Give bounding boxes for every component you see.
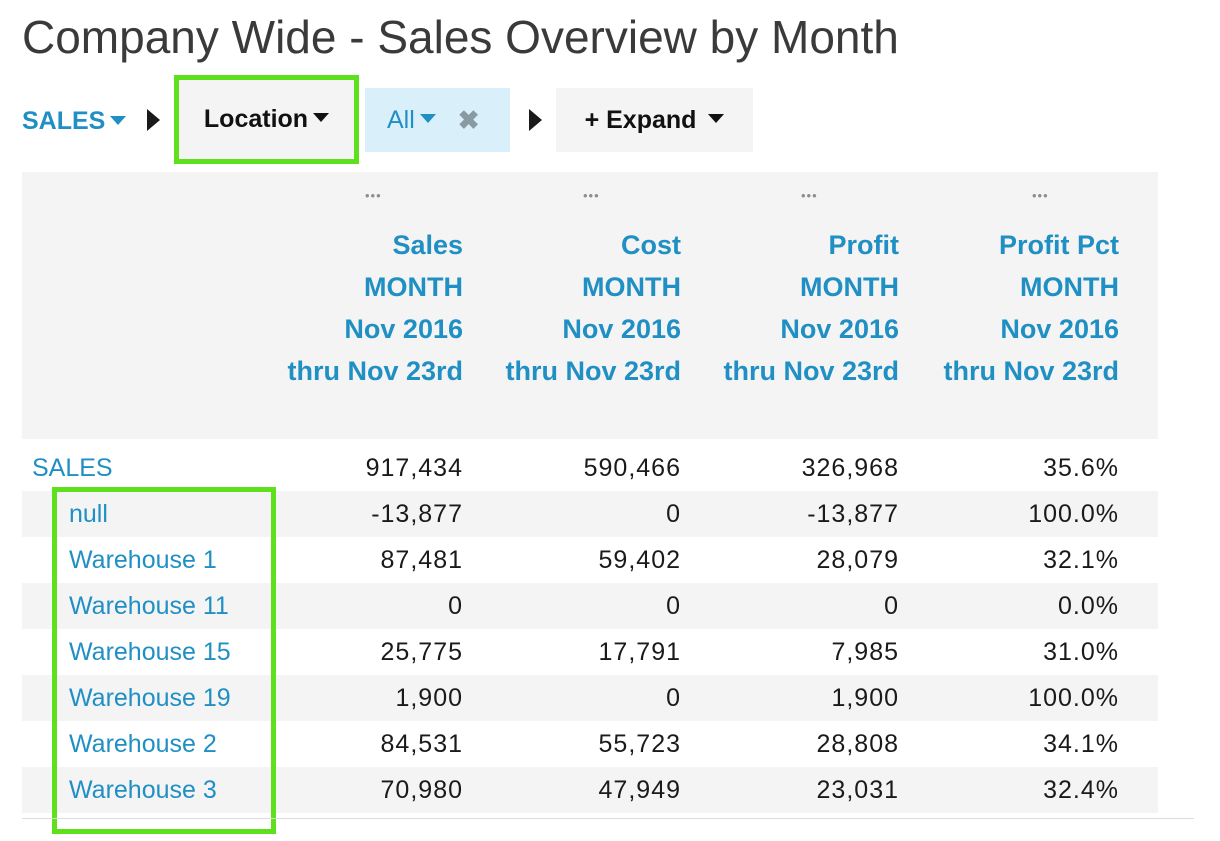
column-header-sales: ••• Sales MONTH Nov 2016 thru Nov 23rd — [272, 172, 463, 439]
column-period[interactable]: MONTH — [800, 272, 899, 302]
column-header-profit-pct: ••• Profit Pct MONTH Nov 2016 thru Nov 2… — [926, 172, 1119, 439]
expand-label: + Expand — [584, 105, 697, 134]
sales-value: 87,481 — [380, 546, 463, 574]
profit-value: 0 — [884, 592, 899, 620]
arrow-right-icon — [529, 109, 542, 131]
location-filter-chip[interactable]: All ✖ — [365, 88, 510, 152]
column-title[interactable]: Cost — [621, 230, 681, 260]
profit-pct-value: 100.0% — [1028, 684, 1119, 712]
row-label[interactable]: SALES — [32, 454, 113, 482]
table-row-total: SALES 917,434 590,466 326,968 35.6% — [22, 445, 1158, 491]
table-row: Warehouse 15 25,775 17,791 7,985 31.0% — [22, 629, 1158, 675]
sales-value: 70,980 — [380, 776, 463, 804]
chevron-down-icon — [708, 113, 725, 123]
column-header-profit: ••• Profit MONTH Nov 2016 thru Nov 23rd — [708, 172, 899, 439]
cost-value: 47,949 — [598, 776, 681, 804]
profit-pct-value: 100.0% — [1028, 500, 1119, 528]
arrow-right-icon — [147, 109, 160, 131]
profit-value: 7,985 — [831, 638, 899, 666]
profit-value: 326,968 — [801, 454, 899, 482]
cost-value: 59,402 — [598, 546, 681, 574]
sales-dimension-label: SALES — [22, 107, 106, 135]
table-row: Warehouse 1 87,481 59,402 28,079 32.1% — [22, 537, 1158, 583]
column-range[interactable]: thru Nov 23rd — [723, 356, 899, 386]
filter-value-label: All — [387, 105, 415, 134]
row-label[interactable]: Warehouse 15 — [69, 638, 231, 666]
profit-value: 28,079 — [816, 546, 899, 574]
chevron-down-icon — [110, 115, 127, 125]
column-title[interactable]: Sales — [392, 230, 463, 260]
profit-pct-value: 32.4% — [1043, 776, 1119, 804]
divider — [22, 818, 1194, 819]
column-period[interactable]: MONTH — [364, 272, 463, 302]
row-label[interactable]: null — [69, 500, 108, 528]
profit-pct-value: 35.6% — [1043, 454, 1119, 482]
cost-value: 590,466 — [583, 454, 681, 482]
table-row: Warehouse 11 0 0 0 0.0% — [22, 583, 1158, 629]
table-row: null -13,877 0 -13,877 100.0% — [22, 491, 1158, 537]
profit-pct-value: 0.0% — [1058, 592, 1119, 620]
column-period[interactable]: MONTH — [582, 272, 681, 302]
profit-value: -13,877 — [807, 500, 899, 528]
sales-value: 1,900 — [395, 684, 463, 712]
sales-value: 84,531 — [380, 730, 463, 758]
column-range[interactable]: thru Nov 23rd — [287, 356, 463, 386]
cost-value: 0 — [666, 684, 681, 712]
column-menu-icon[interactable]: ••• — [583, 188, 600, 203]
table-header: ••• Sales MONTH Nov 2016 thru Nov 23rd •… — [22, 172, 1158, 439]
sales-value: -13,877 — [371, 500, 463, 528]
row-label[interactable]: Warehouse 3 — [69, 776, 217, 804]
column-menu-icon[interactable]: ••• — [1032, 188, 1049, 203]
column-title[interactable]: Profit Pct — [998, 230, 1119, 260]
column-menu-icon[interactable]: ••• — [801, 188, 818, 203]
cost-value: 0 — [666, 592, 681, 620]
profit-pct-value: 34.1% — [1043, 730, 1119, 758]
column-title[interactable]: Profit — [828, 230, 900, 260]
table-row: Warehouse 19 1,900 0 1,900 100.0% — [22, 675, 1158, 721]
profit-value: 1,900 — [831, 684, 899, 712]
cost-value: 55,723 — [598, 730, 681, 758]
sales-dimension-dropdown[interactable]: SALES — [22, 103, 127, 139]
column-menu-icon[interactable]: ••• — [365, 188, 382, 203]
column-month[interactable]: Nov 2016 — [562, 314, 681, 344]
page-title: Company Wide - Sales Overview by Month — [22, 11, 899, 63]
table-row: Warehouse 3 70,980 47,949 23,031 32.4% — [22, 767, 1158, 813]
column-header-cost: ••• Cost MONTH Nov 2016 thru Nov 23rd — [490, 172, 681, 439]
profit-pct-value: 32.1% — [1043, 546, 1119, 574]
column-month[interactable]: Nov 2016 — [780, 314, 899, 344]
column-range[interactable]: thru Nov 23rd — [943, 356, 1119, 386]
table-row: Warehouse 2 84,531 55,723 28,808 34.1% — [22, 721, 1158, 767]
column-month[interactable]: Nov 2016 — [344, 314, 463, 344]
row-label[interactable]: Warehouse 1 — [69, 546, 217, 574]
column-period[interactable]: MONTH — [1020, 272, 1119, 302]
column-month[interactable]: Nov 2016 — [1000, 314, 1119, 344]
cost-value: 0 — [666, 500, 681, 528]
sales-value: 917,434 — [365, 454, 463, 482]
profit-value: 23,031 — [816, 776, 899, 804]
sales-value: 25,775 — [380, 638, 463, 666]
profit-value: 28,808 — [816, 730, 899, 758]
close-icon[interactable]: ✖ — [457, 104, 480, 135]
sales-value: 0 — [448, 592, 463, 620]
chevron-down-icon — [419, 113, 436, 123]
location-label: Location — [203, 105, 309, 133]
profit-pct-value: 31.0% — [1043, 638, 1119, 666]
row-label[interactable]: Warehouse 19 — [69, 684, 231, 712]
expand-button[interactable]: + Expand — [556, 88, 753, 152]
chevron-down-icon — [313, 113, 330, 122]
column-range[interactable]: thru Nov 23rd — [505, 356, 681, 386]
row-label[interactable]: Warehouse 2 — [69, 730, 217, 758]
row-label[interactable]: Warehouse 11 — [69, 592, 229, 620]
location-dropdown-button[interactable]: Location — [174, 75, 359, 164]
cost-value: 17,791 — [598, 638, 681, 666]
